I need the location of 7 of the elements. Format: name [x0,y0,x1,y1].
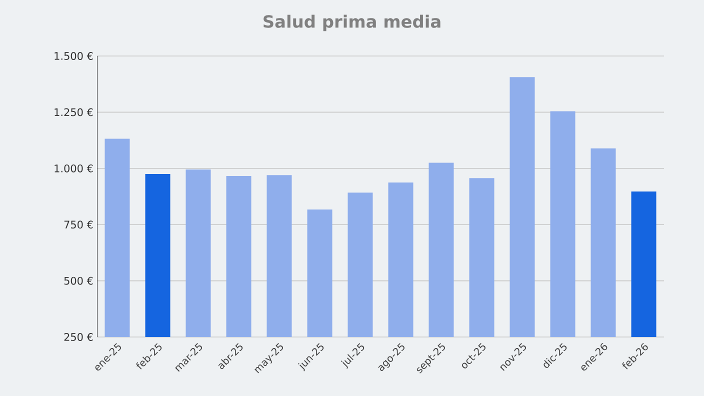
chart-title: Salud prima media [264,14,440,32]
y-tick-label: 500 € [64,276,93,285]
y-tick-label: 1.000 € [54,164,93,172]
y-tick-label: 1.500 € [54,52,93,60]
y-tick-label: 750 € [64,220,93,229]
y-tick-label: 1.250 € [54,108,93,116]
y-tick-label: 250 € [64,333,93,341]
